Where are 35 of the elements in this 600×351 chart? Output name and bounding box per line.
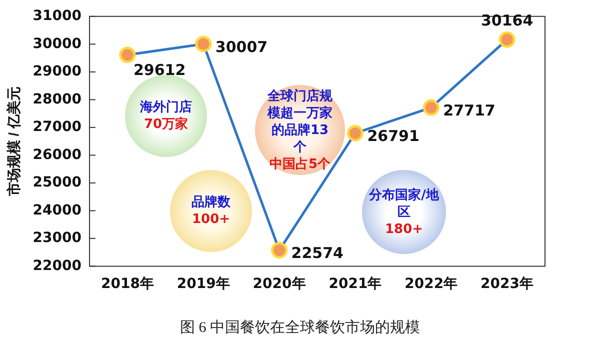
y-tick-label: 31000 bbox=[32, 8, 82, 24]
y-tick-label: 24000 bbox=[32, 202, 82, 218]
y-axis-title: 市场规模 / 亿美元 bbox=[5, 86, 22, 198]
data-label: 27717 bbox=[443, 101, 496, 120]
x-tick-label: 2021年 bbox=[328, 276, 382, 292]
data-label: 30007 bbox=[215, 38, 268, 56]
circle-badge: 海外门店 70万家 bbox=[125, 75, 207, 157]
x-tick-label: 2022年 bbox=[404, 276, 458, 292]
annotation: 分布国家/地区 bbox=[369, 186, 439, 220]
y-tick-label: 29000 bbox=[32, 64, 82, 80]
annotation: 100+ bbox=[190, 211, 232, 228]
y-tick-label: 26000 bbox=[32, 146, 82, 163]
x-tick-label: 2023年 bbox=[480, 276, 534, 292]
y-tick-label: 25000 bbox=[32, 174, 82, 191]
annotation: 中国占5个 bbox=[268, 156, 332, 172]
annotation: 全球门店规模超一万家的品牌13个 bbox=[266, 88, 334, 156]
circle-badge: 分布国家/地区 180+ bbox=[362, 170, 446, 254]
x-tick-label: 2019年 bbox=[176, 276, 230, 292]
data-label: 26791 bbox=[367, 127, 420, 146]
annotation: 海外门店 bbox=[139, 99, 193, 116]
x-tick-label: 2018年 bbox=[100, 276, 154, 292]
y-tick-label: 27000 bbox=[32, 119, 82, 136]
y-tick-label: 23000 bbox=[32, 230, 82, 246]
circle-badge: 全球门店规模超一万家的品牌13个 中国占5个 bbox=[255, 85, 345, 175]
caption: 图 6 中国餐饮在全球餐饮市场的规模 bbox=[179, 318, 421, 337]
y-tick-label: 28000 bbox=[32, 91, 82, 108]
y-tick-label: 22000 bbox=[32, 258, 82, 274]
data-label: 22574 bbox=[291, 244, 344, 262]
circle-badge: 品牌数 100+ bbox=[170, 170, 252, 252]
x-tick-label: 2020年 bbox=[252, 276, 306, 292]
annotation: 品牌数 bbox=[190, 194, 232, 211]
y-tick-label: 30000 bbox=[32, 36, 82, 52]
data-label: 30164 bbox=[480, 11, 534, 30]
annotation: 180+ bbox=[384, 220, 424, 238]
annotation: 70万家 bbox=[142, 116, 190, 133]
